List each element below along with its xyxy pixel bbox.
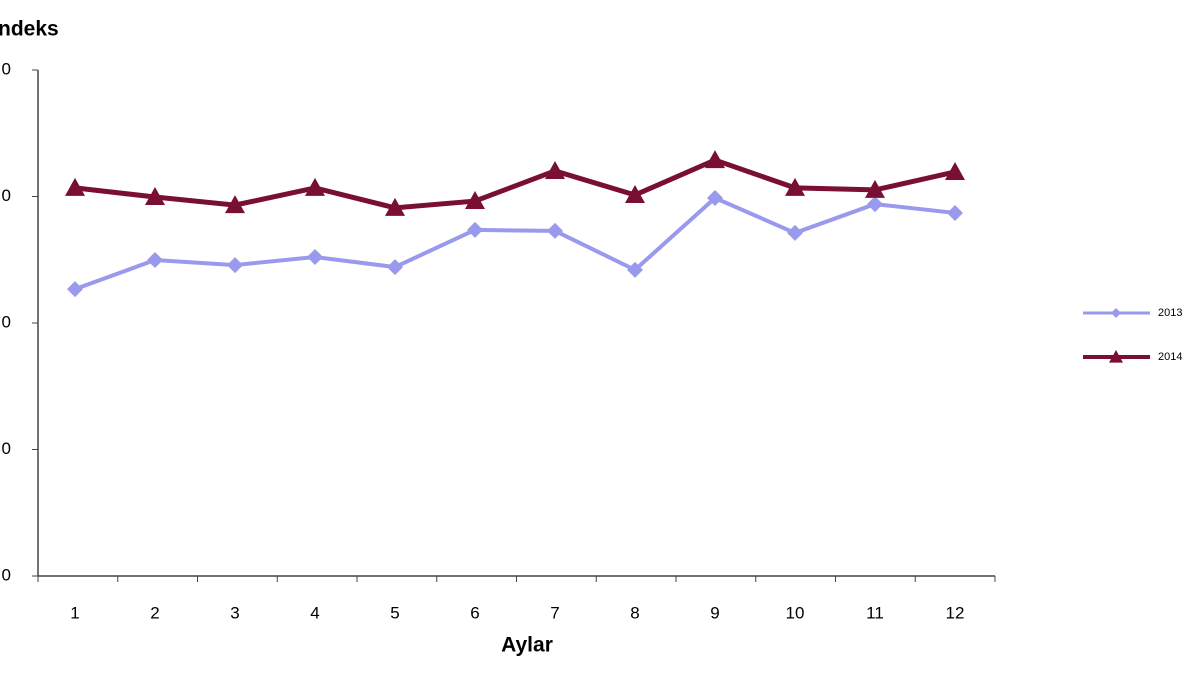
marker bbox=[625, 184, 645, 203]
y-tick-label: 0 bbox=[2, 565, 11, 584]
legend-label: 2014 bbox=[1158, 351, 1182, 363]
marker bbox=[225, 195, 245, 214]
y-tick-label: 0 bbox=[2, 186, 11, 205]
x-tick-label: 6 bbox=[470, 603, 479, 622]
chart-title: ndeks bbox=[0, 18, 59, 41]
marker bbox=[787, 224, 803, 241]
marker bbox=[227, 257, 243, 274]
x-tick-label: 11 bbox=[866, 603, 884, 622]
x-axis-title: Aylar bbox=[501, 634, 553, 657]
marker bbox=[545, 160, 565, 179]
marker bbox=[705, 150, 725, 169]
marker bbox=[387, 259, 403, 276]
marker bbox=[467, 221, 483, 238]
marker bbox=[465, 191, 485, 210]
legend-label: 2013 bbox=[1158, 307, 1182, 319]
marker bbox=[385, 197, 405, 216]
marker bbox=[947, 204, 963, 221]
marker bbox=[145, 187, 165, 206]
x-tick-label: 4 bbox=[310, 603, 319, 622]
marker bbox=[147, 252, 163, 269]
x-tick-label: 12 bbox=[946, 603, 965, 622]
marker bbox=[1111, 308, 1121, 318]
y-tick-label: 0 bbox=[2, 59, 11, 78]
marker bbox=[305, 177, 325, 196]
marker bbox=[785, 177, 805, 196]
series-line bbox=[74, 157, 956, 211]
marker bbox=[307, 248, 323, 265]
x-tick-label: 1 bbox=[70, 603, 79, 622]
marker bbox=[867, 196, 883, 213]
marker bbox=[547, 222, 563, 239]
x-tick-label: 9 bbox=[710, 603, 719, 622]
series-line bbox=[74, 195, 956, 291]
marker bbox=[945, 161, 965, 180]
marker bbox=[65, 177, 85, 196]
marker bbox=[707, 190, 723, 207]
x-tick-label: 2 bbox=[150, 603, 159, 622]
marker bbox=[67, 281, 83, 298]
x-tick-label: 7 bbox=[550, 603, 559, 622]
marker bbox=[627, 261, 643, 278]
marker bbox=[865, 179, 885, 198]
x-tick-label: 5 bbox=[390, 603, 399, 622]
x-tick-label: 8 bbox=[630, 603, 639, 622]
x-tick-label: 10 bbox=[786, 603, 805, 622]
y-tick-label: 0 bbox=[2, 439, 11, 458]
marker bbox=[1109, 350, 1123, 363]
x-tick-label: 3 bbox=[230, 603, 239, 622]
y-tick-label: 0 bbox=[2, 312, 11, 331]
